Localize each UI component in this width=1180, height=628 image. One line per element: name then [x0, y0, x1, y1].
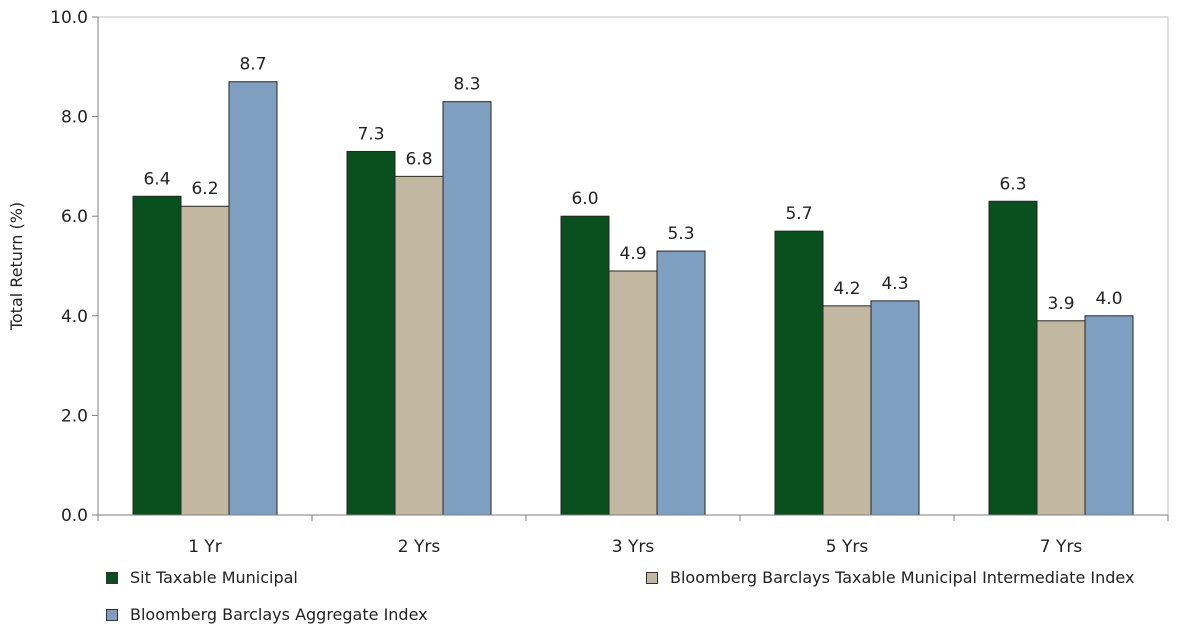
y-tick-label: 0.0 [61, 506, 88, 526]
y-tick-label: 6.0 [61, 207, 88, 227]
data-label: 8.7 [239, 55, 266, 75]
data-label: 6.0 [571, 189, 598, 209]
data-label: 7.3 [357, 124, 384, 144]
y-tick-label: 2.0 [61, 406, 88, 426]
bar [656, 250, 706, 516]
bar [442, 101, 492, 516]
data-label: 5.3 [667, 224, 694, 244]
bar [774, 230, 824, 516]
data-label: 8.3 [453, 75, 480, 95]
y-tick-label: 8.0 [61, 108, 88, 128]
bar [394, 175, 444, 516]
y-tick-label: 10.0 [50, 8, 88, 28]
data-label: 4.9 [619, 244, 646, 264]
bar [228, 81, 278, 516]
data-label: 6.4 [143, 169, 170, 189]
x-tick-label: 2 Yrs [398, 537, 441, 557]
bar [180, 205, 230, 516]
data-label: 6.8 [405, 149, 432, 169]
x-tick-label: 3 Yrs [612, 537, 655, 557]
data-label: 6.3 [999, 174, 1026, 194]
bar [560, 215, 610, 516]
data-label: 5.7 [785, 204, 812, 224]
bar [346, 150, 396, 516]
axes-group: 0.0 2.0 4.0 6.0 8.0 10.0 1 Yr 2 Yrs 3 Yrs 5 Yrs 7 … [50, 8, 1169, 557]
bar [822, 305, 872, 516]
data-label: 4.0 [1095, 289, 1122, 309]
x-tick-label: 7 Yrs [1040, 537, 1083, 557]
bars-group: 6.4 6.2 8.7 7.3 6.8 8.3 6.0 4.9 5.3 5.7 4.2 4.3 6.3 3… [132, 55, 1134, 516]
data-label: 4.2 [833, 279, 860, 299]
bar [1036, 320, 1086, 516]
y-axis-label: Total Return (%) [7, 202, 26, 331]
x-tick-label: 1 Yr [188, 537, 222, 557]
bar [988, 200, 1038, 516]
data-label: 3.9 [1047, 294, 1074, 314]
y-tick-label: 4.0 [61, 307, 88, 327]
data-label: 6.2 [191, 179, 218, 199]
x-tick-label: 5 Yrs [826, 537, 869, 557]
bar [1084, 315, 1134, 516]
bar [132, 195, 182, 516]
data-label: 4.3 [881, 274, 908, 294]
bar [870, 300, 920, 516]
bar [608, 270, 658, 516]
